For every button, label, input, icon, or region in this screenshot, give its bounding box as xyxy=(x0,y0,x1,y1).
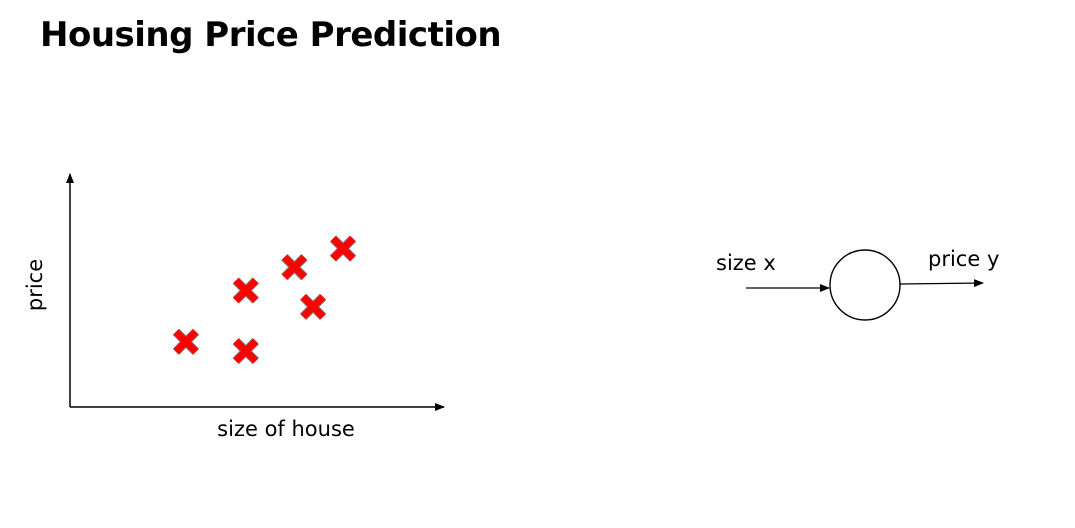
data-point-6 xyxy=(329,235,357,262)
data-point-3 xyxy=(232,277,259,304)
neuron-node xyxy=(829,249,901,321)
data-point-1 xyxy=(172,328,200,355)
output-arrow xyxy=(899,279,984,288)
output-label: price y xyxy=(928,247,999,271)
y-axis-label: price xyxy=(23,259,47,311)
data-points xyxy=(172,235,357,365)
input-label: size x xyxy=(716,251,776,275)
slide-title: Housing Price Prediction xyxy=(40,15,502,55)
data-point-2 xyxy=(232,337,259,365)
x-axis-label: size of house xyxy=(217,417,355,441)
scatter-chart: price size of house xyxy=(23,173,445,441)
neuron-diagram: size x price y xyxy=(716,247,999,321)
data-point-4 xyxy=(281,254,308,281)
data-point-5 xyxy=(299,293,327,320)
